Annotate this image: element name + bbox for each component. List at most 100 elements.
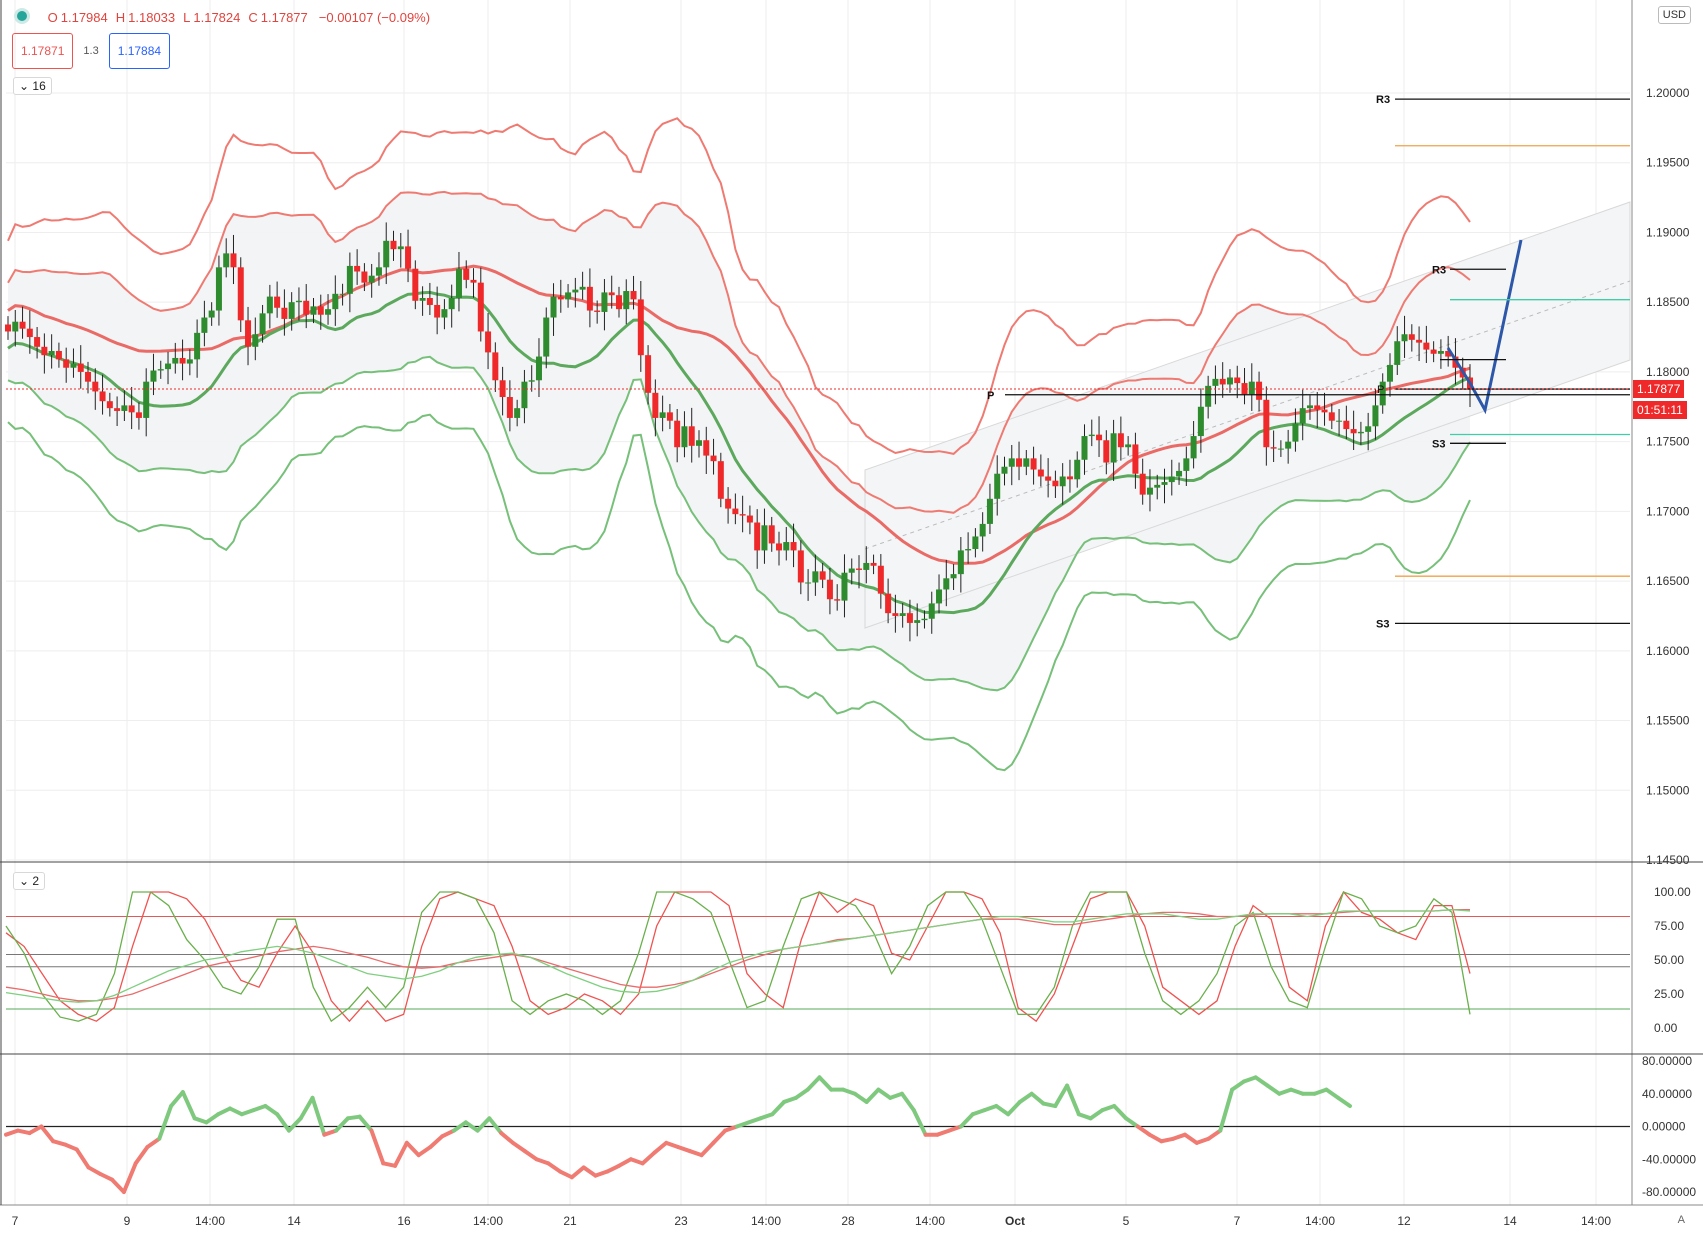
spread-value: 1.3 bbox=[83, 45, 99, 57]
candle-body bbox=[1270, 447, 1277, 449]
mom-segment bbox=[275, 1112, 291, 1133]
mom-segment bbox=[1241, 1075, 1258, 1084]
candle-body bbox=[121, 405, 128, 411]
auto-scale-icon[interactable]: A bbox=[1677, 1214, 1685, 1226]
candle-body bbox=[1176, 470, 1183, 477]
candle-body bbox=[936, 589, 943, 604]
candle-body bbox=[965, 549, 972, 551]
mom-segment bbox=[782, 1095, 798, 1104]
candle-body bbox=[259, 313, 266, 335]
candle-body bbox=[19, 321, 26, 329]
mom-segment bbox=[334, 1116, 350, 1133]
mom-segment bbox=[169, 1090, 185, 1109]
candle-body bbox=[1256, 381, 1263, 400]
candle-body bbox=[1154, 484, 1161, 488]
currency-badge[interactable]: USD bbox=[1657, 6, 1691, 24]
candle-body bbox=[1074, 459, 1081, 480]
mom-segment bbox=[793, 1087, 810, 1100]
mom-segment bbox=[192, 1116, 209, 1125]
candle-body bbox=[856, 568, 863, 570]
x-tick-label: 16 bbox=[397, 1214, 411, 1228]
candle-body bbox=[405, 246, 412, 269]
mom-segment bbox=[310, 1095, 327, 1137]
candle-body bbox=[601, 292, 608, 312]
mom-segment bbox=[1218, 1087, 1235, 1133]
mom-segment bbox=[534, 1157, 551, 1166]
mom-segment bbox=[770, 1099, 787, 1117]
mom-segment bbox=[935, 1128, 952, 1137]
candle-body bbox=[1226, 377, 1233, 385]
mom-segment bbox=[723, 1124, 739, 1133]
candle-body bbox=[979, 523, 986, 537]
mom-segment bbox=[1206, 1128, 1223, 1141]
candle-body bbox=[339, 293, 346, 295]
mom-segment bbox=[239, 1108, 256, 1117]
candle-body bbox=[201, 317, 208, 333]
osc-y-tick-label: 25.00 bbox=[1654, 987, 1684, 1001]
y-tick-label: 1.16000 bbox=[1646, 644, 1690, 658]
candle-body bbox=[295, 300, 302, 303]
x-tick-label: 14:00 bbox=[1305, 1214, 1335, 1228]
candle-body bbox=[914, 620, 921, 623]
ohlc-legend: O 1.17984 H 1.18033 L 1.17824 C 1.17877 −0.00107… bbox=[14, 8, 438, 25]
mom-segment bbox=[357, 1114, 374, 1133]
candle-body bbox=[128, 405, 135, 413]
candle-body bbox=[506, 397, 513, 418]
osc-series-line bbox=[5, 891, 1471, 1023]
mom-segment bbox=[216, 1106, 232, 1117]
ohlc-value: 1.17984 bbox=[60, 10, 108, 25]
x-tick-label: 14:00 bbox=[915, 1214, 945, 1228]
candle-body bbox=[288, 302, 295, 319]
mom-segment bbox=[1135, 1124, 1152, 1137]
candle-body bbox=[623, 291, 630, 310]
x-tick-label: 14:00 bbox=[1581, 1214, 1611, 1228]
candle-body bbox=[703, 440, 710, 456]
candle-body bbox=[1234, 377, 1241, 384]
candle-body bbox=[921, 618, 928, 621]
candle-body bbox=[5, 324, 11, 332]
mom-segment bbox=[900, 1091, 916, 1113]
main-pane-collapse-button[interactable]: ⌄ 16 bbox=[13, 77, 52, 95]
y-tick-label: 1.16500 bbox=[1646, 574, 1690, 588]
buy-button[interactable]: 1.17884 bbox=[108, 33, 171, 69]
candle-body bbox=[26, 328, 33, 338]
candle-body bbox=[1117, 433, 1124, 448]
y-tick-label: 1.20000 bbox=[1646, 86, 1690, 100]
osc-pane-collapse-button[interactable]: ⌄ 2 bbox=[13, 872, 46, 890]
ohlc-value: 1.18033 bbox=[128, 10, 176, 25]
chevron-down-icon: ⌄ bbox=[19, 79, 30, 93]
candle-body bbox=[543, 317, 550, 357]
candle-body bbox=[783, 542, 790, 551]
lower-band-inner bbox=[7, 355, 1471, 692]
candle-body bbox=[1132, 444, 1139, 474]
candle-body bbox=[1066, 476, 1073, 480]
candle-body bbox=[237, 267, 244, 321]
candle-body bbox=[1386, 364, 1393, 382]
candle-body bbox=[754, 522, 761, 551]
y-tick-label: 1.17500 bbox=[1646, 435, 1690, 449]
candle-body bbox=[281, 307, 288, 319]
candle-body bbox=[1328, 412, 1335, 421]
mom-segment bbox=[1006, 1099, 1022, 1117]
candle-body bbox=[797, 550, 804, 583]
mom-segment bbox=[1124, 1116, 1140, 1129]
candle-body bbox=[332, 293, 339, 310]
mom-segment bbox=[558, 1169, 574, 1180]
candle-body bbox=[1350, 429, 1357, 434]
candle-body bbox=[303, 300, 310, 315]
mom-segment bbox=[628, 1157, 645, 1166]
candle-body bbox=[1277, 448, 1284, 450]
y-tick-label: 1.15500 bbox=[1646, 714, 1690, 728]
candle-body bbox=[172, 357, 179, 364]
moving-average-green bbox=[7, 290, 1471, 615]
candle-body bbox=[666, 412, 673, 421]
candle-body bbox=[659, 412, 666, 418]
mom-segment bbox=[581, 1165, 598, 1178]
sell-button[interactable]: 1.17871 bbox=[12, 33, 74, 69]
x-tick-label: 7 bbox=[1234, 1214, 1241, 1228]
mom-segment bbox=[864, 1087, 881, 1104]
candle-body bbox=[274, 296, 281, 308]
mom-segment bbox=[4, 1128, 20, 1137]
mom-segment bbox=[805, 1075, 822, 1092]
